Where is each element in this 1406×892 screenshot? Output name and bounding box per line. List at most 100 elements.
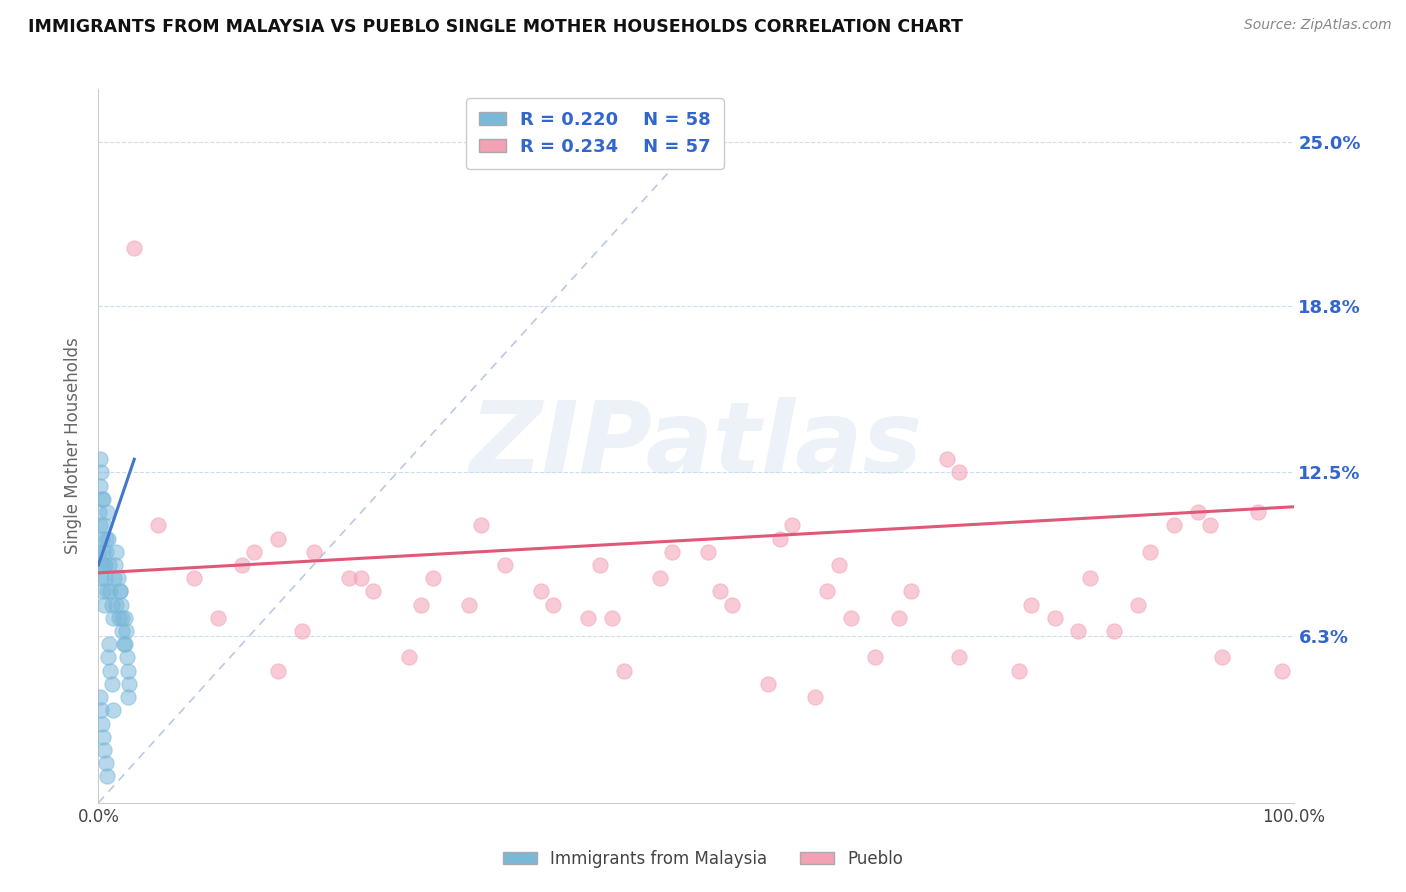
Point: [97, 532, 120, 546]
Point: [1067, 624, 1090, 638]
Text: IMMIGRANTS FROM MALAYSIA VS PUEBLO SINGLE MOTHER HOUSEHOLDS CORRELATION CHART: IMMIGRANTS FROM MALAYSIA VS PUEBLO SINGL…: [28, 18, 963, 36]
Point: [613, 664, 636, 678]
Point: [350, 571, 373, 585]
Point: [91, 491, 114, 506]
Point: [93, 518, 115, 533]
Text: ZIPatlas: ZIPatlas: [470, 398, 922, 494]
Point: [661, 545, 683, 559]
Point: [841, 611, 863, 625]
Point: [117, 690, 139, 704]
Point: [98, 637, 121, 651]
Point: [101, 703, 124, 717]
Point: [817, 584, 839, 599]
Point: [110, 598, 132, 612]
Point: [93, 598, 115, 612]
Point: [530, 584, 553, 599]
Point: [602, 611, 624, 625]
Point: [1008, 664, 1031, 678]
Point: [89, 452, 111, 467]
Point: [1271, 664, 1294, 678]
Point: [90, 703, 112, 717]
Point: [96, 769, 118, 783]
Point: [100, 598, 122, 612]
Point: [91, 491, 114, 506]
Point: [1104, 624, 1126, 638]
Point: [1163, 518, 1185, 533]
Point: [709, 584, 731, 599]
Point: [98, 664, 122, 678]
Point: [900, 584, 922, 599]
Point: [98, 584, 122, 599]
Point: [101, 611, 124, 625]
Point: [697, 545, 720, 559]
Point: [458, 598, 481, 612]
Point: [148, 518, 170, 533]
Point: [89, 690, 111, 704]
Point: [1199, 518, 1222, 533]
Point: [94, 558, 117, 572]
Point: [97, 650, 120, 665]
Point: [90, 571, 112, 585]
Point: [267, 532, 290, 546]
Point: [103, 571, 125, 585]
Point: [398, 650, 420, 665]
Point: [865, 650, 887, 665]
Point: [93, 558, 115, 572]
Point: [721, 598, 744, 612]
Point: [87, 545, 110, 559]
Point: [91, 545, 114, 559]
Point: [889, 611, 911, 625]
Point: [1128, 598, 1150, 612]
Point: [115, 650, 138, 665]
Point: [302, 545, 325, 559]
Point: [96, 545, 118, 559]
Y-axis label: Single Mother Households: Single Mother Households: [65, 338, 83, 554]
Point: [589, 558, 612, 572]
Point: [1043, 611, 1066, 625]
Point: [90, 466, 112, 480]
Point: [118, 677, 141, 691]
Point: [107, 571, 129, 585]
Point: [117, 664, 139, 678]
Point: [108, 584, 131, 599]
Point: [96, 584, 118, 599]
Legend: Immigrants from Malaysia, Pueblo: Immigrants from Malaysia, Pueblo: [496, 844, 910, 875]
Point: [94, 532, 117, 546]
Point: [112, 637, 135, 651]
Point: [804, 690, 827, 704]
Point: [96, 505, 118, 519]
Point: [115, 624, 138, 638]
Point: [90, 532, 112, 546]
Point: [231, 558, 253, 572]
Point: [948, 466, 970, 480]
Point: [948, 650, 970, 665]
Point: [339, 571, 361, 585]
Point: [756, 677, 779, 691]
Point: [1211, 650, 1233, 665]
Point: [94, 571, 117, 585]
Point: [769, 532, 792, 546]
Point: [111, 624, 134, 638]
Point: [578, 611, 600, 625]
Point: [114, 611, 136, 625]
Point: [1080, 571, 1102, 585]
Point: [411, 598, 433, 612]
Point: [828, 558, 851, 572]
Point: [1139, 545, 1161, 559]
Point: [108, 584, 131, 599]
Point: [104, 558, 127, 572]
Point: [541, 598, 564, 612]
Legend: R = 0.220    N = 58, R = 0.234    N = 57: R = 0.220 N = 58, R = 0.234 N = 57: [465, 98, 724, 169]
Point: [107, 611, 129, 625]
Point: [98, 558, 121, 572]
Point: [93, 743, 115, 757]
Point: [105, 545, 128, 559]
Point: [422, 571, 444, 585]
Point: [1019, 598, 1042, 612]
Point: [1247, 505, 1270, 519]
Point: [124, 241, 146, 255]
Point: [91, 584, 114, 599]
Point: [89, 505, 111, 519]
Point: [291, 624, 314, 638]
Point: [90, 558, 112, 572]
